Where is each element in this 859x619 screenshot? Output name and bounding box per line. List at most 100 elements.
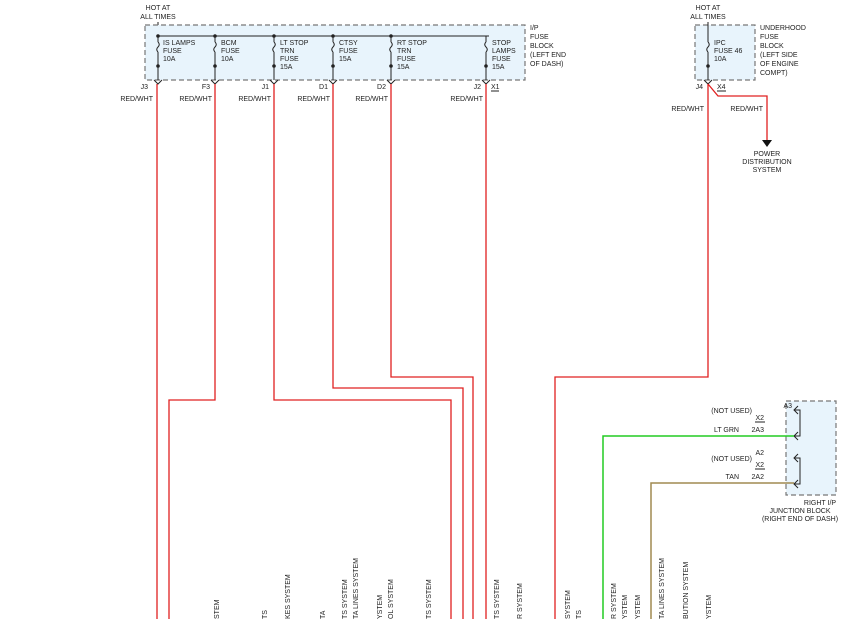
wire-f3	[168, 84, 216, 619]
junction-pin-a2: A2 (NOT USED) X2	[711, 450, 799, 470]
pin-label: F3	[202, 84, 210, 91]
pin-label: J1	[262, 84, 270, 91]
pin-label-x1: X1	[491, 84, 500, 91]
right-ip-junction-block: A3 (NOT USED) X2 2A3 LT GRN A2 (NOT USED…	[602, 400, 838, 619]
system-label: KES SYSTEM	[285, 574, 292, 619]
arrow-down-icon	[762, 140, 772, 147]
uh-title-6: COMPT)	[760, 70, 788, 77]
junction-title-1: RIGHT I/P	[804, 500, 836, 507]
pin-label: A3	[783, 403, 792, 410]
junction-pin-2a2: 2A2 TAN	[726, 474, 799, 489]
system-label: TA LINES SYSTEM	[353, 558, 360, 619]
wire-j4	[554, 84, 709, 619]
ip-hot-label-2: ALL TIMES	[140, 14, 176, 21]
ip-fuse-block-box	[144, 24, 526, 81]
uh-title-3: BLOCK	[760, 43, 784, 50]
system-label: YSTEM	[377, 595, 384, 619]
fuse-label: 10A	[163, 56, 176, 63]
underhood-fuse-block: HOT AT ALL TIMES IPC FUSE 46 10A UNDERHO…	[554, 5, 806, 619]
fuse-label: FUSE 46	[714, 48, 743, 55]
wire-lt-grn	[602, 435, 794, 619]
dest-label: SYSTEM	[753, 167, 782, 174]
fuse-label: IPC	[714, 40, 726, 47]
wire-color-label: RED/WHT	[355, 96, 388, 103]
connector-chevron	[269, 79, 279, 85]
fuse-label: STOP	[492, 40, 511, 47]
pin-label: J3	[141, 84, 149, 91]
ip-wires	[156, 84, 487, 619]
connector-chevron	[153, 79, 163, 85]
fuse-label: 15A	[339, 56, 352, 63]
fuse-label: RT STOP	[397, 40, 427, 47]
pin-label: D1	[319, 84, 328, 91]
wire-d2	[390, 84, 474, 619]
fuse-label: BCM	[221, 40, 237, 47]
pin-label: A2	[755, 450, 764, 457]
fuse-label: FUSE	[397, 56, 416, 63]
uh-title-4: (LEFT SIDE	[760, 52, 798, 59]
fuse-label: FUSE	[339, 48, 358, 55]
ip-block-title: I/P FUSE BLOCK (LEFT END OF DASH)	[530, 25, 566, 68]
pin-label: J2	[474, 84, 482, 91]
fuse-label: IS LAMPS	[163, 40, 196, 47]
system-labels: STEM TS KES SYSTEM TA TS SYSTEM TA LINES…	[214, 558, 713, 619]
wire-d1	[332, 84, 464, 619]
jumper-a3-2a3	[794, 409, 801, 437]
uh-title-5: OF ENGINE	[760, 61, 799, 68]
fuse-label: FUSE	[280, 56, 299, 63]
system-label: YSTEM	[622, 595, 629, 619]
fuse-label: 15A	[280, 64, 293, 71]
system-label: YSTEM	[706, 595, 713, 619]
fuse-label: 10A	[714, 56, 727, 63]
conn-label: X2	[755, 462, 764, 469]
system-label: TS	[576, 610, 583, 619]
system-label: R SYSTEM	[517, 583, 524, 619]
pin-label-j4: J4	[696, 84, 704, 91]
fuse-label: FUSE	[163, 48, 182, 55]
system-label: TA LINES SYSTEM	[659, 558, 666, 619]
underhood-title: UNDERHOOD FUSE BLOCK (LEFT SIDE OF ENGIN…	[760, 25, 806, 77]
wire-color-label: RED/WHT	[450, 96, 483, 103]
fuse-label: LAMPS	[492, 48, 516, 55]
pin-desc: (NOT USED)	[711, 456, 752, 463]
system-label: STEM	[214, 599, 221, 619]
wire-tan	[650, 482, 794, 619]
system-label: YSTEM	[635, 595, 642, 619]
wire-color-label: RED/WHT	[730, 106, 763, 113]
system-label: SYSTEM	[565, 590, 572, 619]
fuse-lt-stop-trn: LT STOP TRN FUSE 15A J1 RED/WHT	[238, 34, 309, 103]
pin-label: D2	[377, 84, 386, 91]
pin-label-x4: X4	[717, 84, 726, 91]
system-label: TS SYSTEM	[426, 579, 433, 619]
ip-title-1: I/P	[530, 25, 539, 32]
uh-title-2: FUSE	[760, 34, 779, 41]
junction-pin-2a3: 2A3 LT GRN	[714, 427, 799, 441]
fuse-label: 15A	[492, 64, 505, 71]
fuse-label: TRN	[280, 48, 294, 55]
ip-title-3: BLOCK	[530, 43, 554, 50]
system-label: R SYSTEM	[611, 583, 618, 619]
fuse-label: 15A	[397, 64, 410, 71]
dest-label: POWER	[754, 151, 780, 158]
jumper-a2-2a2	[794, 457, 801, 485]
pin-label: 2A3	[752, 427, 765, 434]
system-label: TA	[320, 610, 327, 619]
ip-title-2: FUSE	[530, 34, 549, 41]
wire-color-label: RED/WHT	[179, 96, 212, 103]
wire-x4	[707, 83, 768, 140]
wire-color-label: RED/WHT	[671, 106, 704, 113]
junction-title-2: JUNCTION BLOCK	[769, 508, 830, 515]
wire-color-label: LT GRN	[714, 427, 739, 434]
wire-color-label: TAN	[726, 474, 739, 481]
fuse-rt-stop-trn: RT STOP TRN FUSE 15A D2 RED/WHT	[355, 34, 427, 103]
junction-pin-a3: A3 (NOT USED) X2	[711, 403, 799, 423]
uh-hot-label-2: ALL TIMES	[690, 14, 726, 21]
system-label: BUTION SYSTEM	[683, 562, 690, 619]
dest-label: DISTRIBUTION	[742, 159, 791, 166]
ip-fuse-block: HOT AT ALL TIMES I/P FUSE BLOCK (LEFT EN…	[120, 5, 566, 103]
wire-color-label: RED/WHT	[238, 96, 271, 103]
fuse-label: TRN	[397, 48, 411, 55]
ip-title-4: (LEFT END	[530, 52, 566, 59]
uh-title-1: UNDERHOOD	[760, 25, 806, 32]
